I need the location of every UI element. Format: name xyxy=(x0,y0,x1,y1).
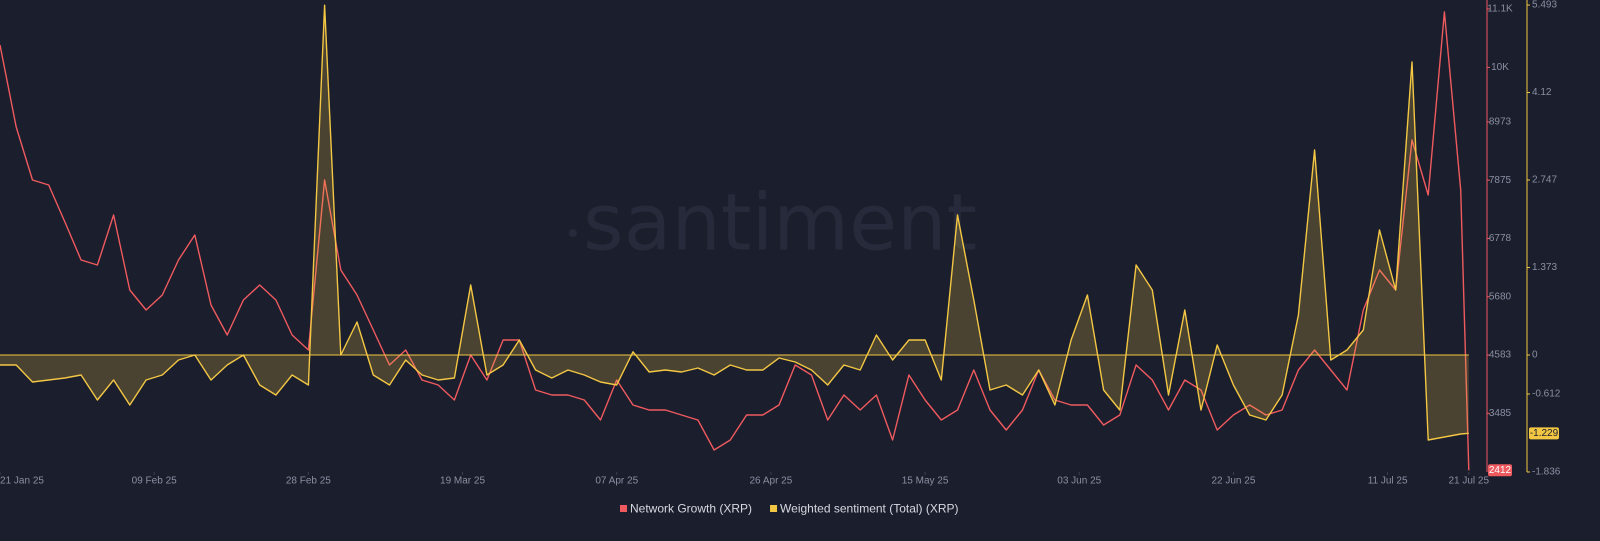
last-value-badge xyxy=(1529,427,1559,440)
y2-tick-label: 2.747 xyxy=(1532,175,1557,186)
x-tick-label: 07 Apr 25 xyxy=(595,476,638,487)
y2-tick-label: -0.612 xyxy=(1532,389,1561,400)
x-tick-label: 21 Jul 25 xyxy=(1448,476,1489,487)
x-tick-label: 11 Jul 25 xyxy=(1368,476,1408,487)
x-tick-label: 22 Jun 25 xyxy=(1211,476,1255,487)
y-tick-label: 4583 xyxy=(1489,350,1512,361)
last-value-label: 2412 xyxy=(1489,465,1512,476)
y-tick-label: 8973 xyxy=(1489,117,1512,128)
x-tick-label: 21 Jan 25 xyxy=(0,476,44,487)
x-tick-label: 26 Apr 25 xyxy=(749,476,792,487)
y-tick-label: 6778 xyxy=(1489,233,1512,244)
y-tick-label: 10K xyxy=(1491,62,1509,73)
watermark-dot xyxy=(569,229,577,237)
y-tick-label: 7875 xyxy=(1489,175,1512,186)
legend: Network Growth (XRP) Weighted sentiment (… xyxy=(620,502,959,516)
y2-tick-label: -1.836 xyxy=(1532,467,1561,478)
last-value-label: -1.229 xyxy=(1530,428,1559,439)
x-tick-label: 19 Mar 25 xyxy=(440,476,485,487)
y2-tick-label: 0 xyxy=(1532,350,1538,361)
series-line xyxy=(0,11,1470,471)
series-line xyxy=(0,4,1469,441)
legend-label: Weighted sentiment (Total) (XRP) xyxy=(780,502,959,516)
watermark: santiment xyxy=(583,178,977,268)
x-tick-label: 03 Jun 25 xyxy=(1057,476,1101,487)
x-tick-label: 09 Feb 25 xyxy=(132,476,177,487)
y-tick-label: 5680 xyxy=(1489,291,1512,302)
y2-tick-label: 4.12 xyxy=(1532,87,1552,98)
x-tick-label: 28 Feb 25 xyxy=(286,476,331,487)
legend-label: Network Growth (XRP) xyxy=(630,502,752,516)
x-tick-label: 15 May 25 xyxy=(902,476,949,487)
y2-tick-label: 1.373 xyxy=(1532,262,1557,273)
y-tick-label: 3485 xyxy=(1489,408,1512,419)
last-value-badge xyxy=(1488,464,1512,477)
legend-swatch xyxy=(770,505,778,512)
legend-swatch xyxy=(620,505,627,512)
y-tick-label: 11.1K xyxy=(1487,4,1513,15)
y2-tick-label: 5.493 xyxy=(1532,0,1557,11)
